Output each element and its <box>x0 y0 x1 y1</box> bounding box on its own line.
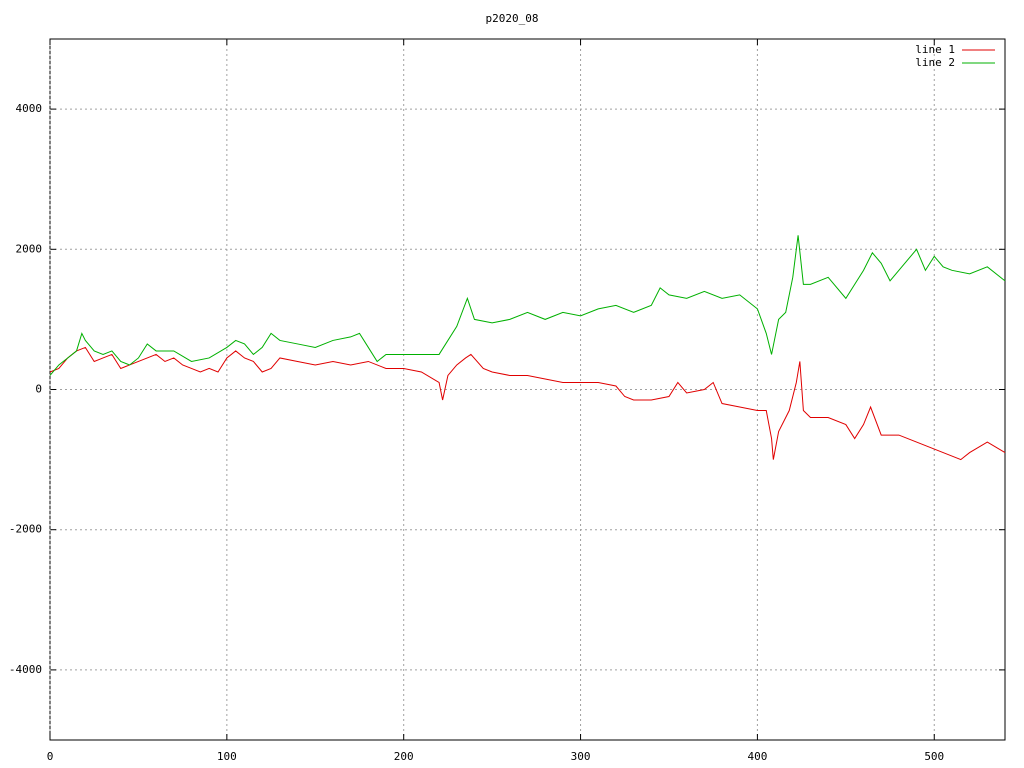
y-tick-label: -4000 <box>9 663 42 676</box>
x-tick-label: 100 <box>217 750 237 763</box>
legend-label: line 1 <box>915 43 955 56</box>
y-tick-label: 0 <box>35 383 42 396</box>
x-tick-label: 200 <box>394 750 414 763</box>
x-tick-label: 400 <box>747 750 767 763</box>
y-tick-label: -2000 <box>9 523 42 536</box>
series-line <box>49 235 1006 376</box>
legend-label: line 2 <box>915 56 955 69</box>
chart-title: p2020_08 <box>486 12 539 25</box>
series-line <box>49 346 1006 461</box>
x-tick-label: 300 <box>571 750 591 763</box>
y-tick-label: 4000 <box>16 102 43 115</box>
x-tick-label: 500 <box>924 750 944 763</box>
x-tick-label: 0 <box>47 750 54 763</box>
y-tick-label: 2000 <box>16 242 43 255</box>
